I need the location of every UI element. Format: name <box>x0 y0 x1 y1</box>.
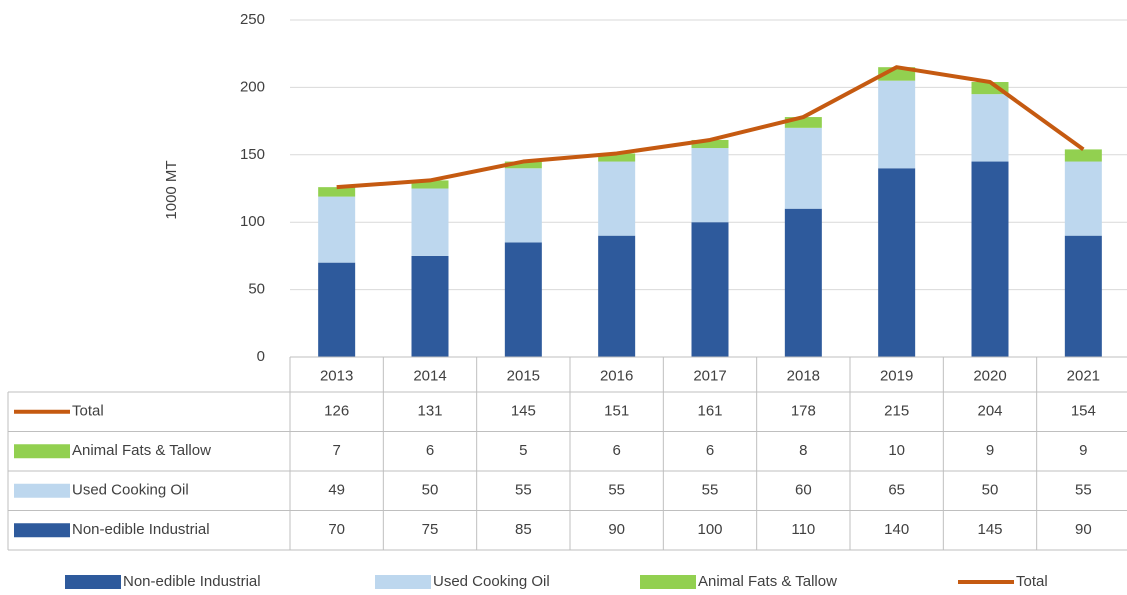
x-tick-label: 2016 <box>600 367 633 384</box>
table-row-label: Animal Fats & Tallow <box>72 442 211 459</box>
table-cell: 55 <box>515 482 532 499</box>
table-cell: 178 <box>791 403 816 420</box>
bar <box>318 196 356 263</box>
table-cell: 9 <box>986 442 994 459</box>
bar <box>598 153 636 162</box>
x-tick-label: 2017 <box>693 367 726 384</box>
table-legend-key <box>14 523 70 538</box>
table-cell: 55 <box>1075 482 1092 499</box>
bar <box>411 180 449 189</box>
table-cell: 131 <box>417 403 442 420</box>
x-tick-label: 2021 <box>1067 367 1100 384</box>
table-cell: 151 <box>604 403 629 420</box>
table-cell: 50 <box>982 482 999 499</box>
legend-label: Animal Fats & Tallow <box>698 573 837 590</box>
table-cell: 154 <box>1071 403 1096 420</box>
table-cell: 6 <box>612 442 620 459</box>
x-tick-label: 2013 <box>320 367 353 384</box>
bar <box>504 242 542 357</box>
bar <box>318 262 356 357</box>
table-legend-key <box>14 483 70 498</box>
bar <box>878 168 916 357</box>
table-cell: 55 <box>608 482 625 499</box>
y-tick-label: 100 <box>240 213 265 230</box>
table-cell: 49 <box>328 482 345 499</box>
table-cell: 110 <box>791 521 815 538</box>
legend-label: Used Cooking Oil <box>433 573 550 590</box>
table-cell: 55 <box>702 482 719 499</box>
legend-key <box>640 575 696 589</box>
bar <box>784 117 822 128</box>
y-tick-label: 50 <box>248 281 265 298</box>
y-tick-label: 0 <box>257 348 265 365</box>
table-cell: 7 <box>332 442 340 459</box>
legend-key <box>375 575 431 589</box>
table-cell: 145 <box>977 521 1002 538</box>
legend-label: Total <box>1016 573 1048 590</box>
bar <box>971 161 1009 357</box>
x-tick-label: 2020 <box>973 367 1006 384</box>
table-cell: 6 <box>706 442 714 459</box>
table-row-label: Total <box>72 403 104 420</box>
bar <box>878 80 916 169</box>
table-cell: 70 <box>328 521 345 538</box>
table-cell: 100 <box>697 521 722 538</box>
table-row-label: Non-edible Industrial <box>72 521 210 538</box>
table-cell: 90 <box>608 521 625 538</box>
y-tick-label: 150 <box>240 146 265 163</box>
line <box>336 65 1085 190</box>
y-axis-label: 1000 MT <box>163 160 180 219</box>
legend-key <box>65 575 121 589</box>
bar <box>691 222 729 357</box>
bar <box>691 148 729 223</box>
legend-label: Non-edible Industrial <box>123 573 261 590</box>
table-cell: 50 <box>422 482 439 499</box>
table-cell: 126 <box>324 403 349 420</box>
bar <box>318 187 356 197</box>
table-cell: 5 <box>519 442 527 459</box>
table-cell: 204 <box>977 403 1002 420</box>
table-cell: 145 <box>511 403 536 420</box>
bar <box>411 255 449 357</box>
y-tick-label: 200 <box>240 78 265 95</box>
table-cell: 8 <box>799 442 807 459</box>
bar <box>598 161 636 236</box>
table-cell: 85 <box>515 521 532 538</box>
y-tick-label: 250 <box>240 11 265 28</box>
table-cell: 161 <box>697 403 722 420</box>
table-row-label: Used Cooking Oil <box>72 482 189 499</box>
table-cell: 90 <box>1075 521 1092 538</box>
table-cell: 140 <box>884 521 909 538</box>
bar <box>971 94 1009 162</box>
bar <box>784 208 822 357</box>
bar <box>598 235 636 357</box>
x-tick-label: 2015 <box>507 367 540 384</box>
bar <box>784 127 822 209</box>
table-cell: 6 <box>426 442 434 459</box>
table-cell: 75 <box>422 521 439 538</box>
x-tick-label: 2014 <box>413 367 446 384</box>
bar <box>1064 235 1102 357</box>
table-legend-key <box>14 444 70 459</box>
x-tick-label: 2018 <box>787 367 820 384</box>
bar <box>411 188 449 256</box>
bar <box>1064 161 1102 236</box>
bar <box>1064 149 1102 162</box>
bar <box>504 168 542 243</box>
table-cell: 60 <box>795 482 812 499</box>
bar <box>504 161 542 169</box>
table-cell: 10 <box>888 442 905 459</box>
x-tick-label: 2019 <box>880 367 913 384</box>
table-cell: 215 <box>884 403 909 420</box>
table-cell: 65 <box>888 482 905 499</box>
bar <box>691 139 729 149</box>
table-cell: 9 <box>1079 442 1087 459</box>
